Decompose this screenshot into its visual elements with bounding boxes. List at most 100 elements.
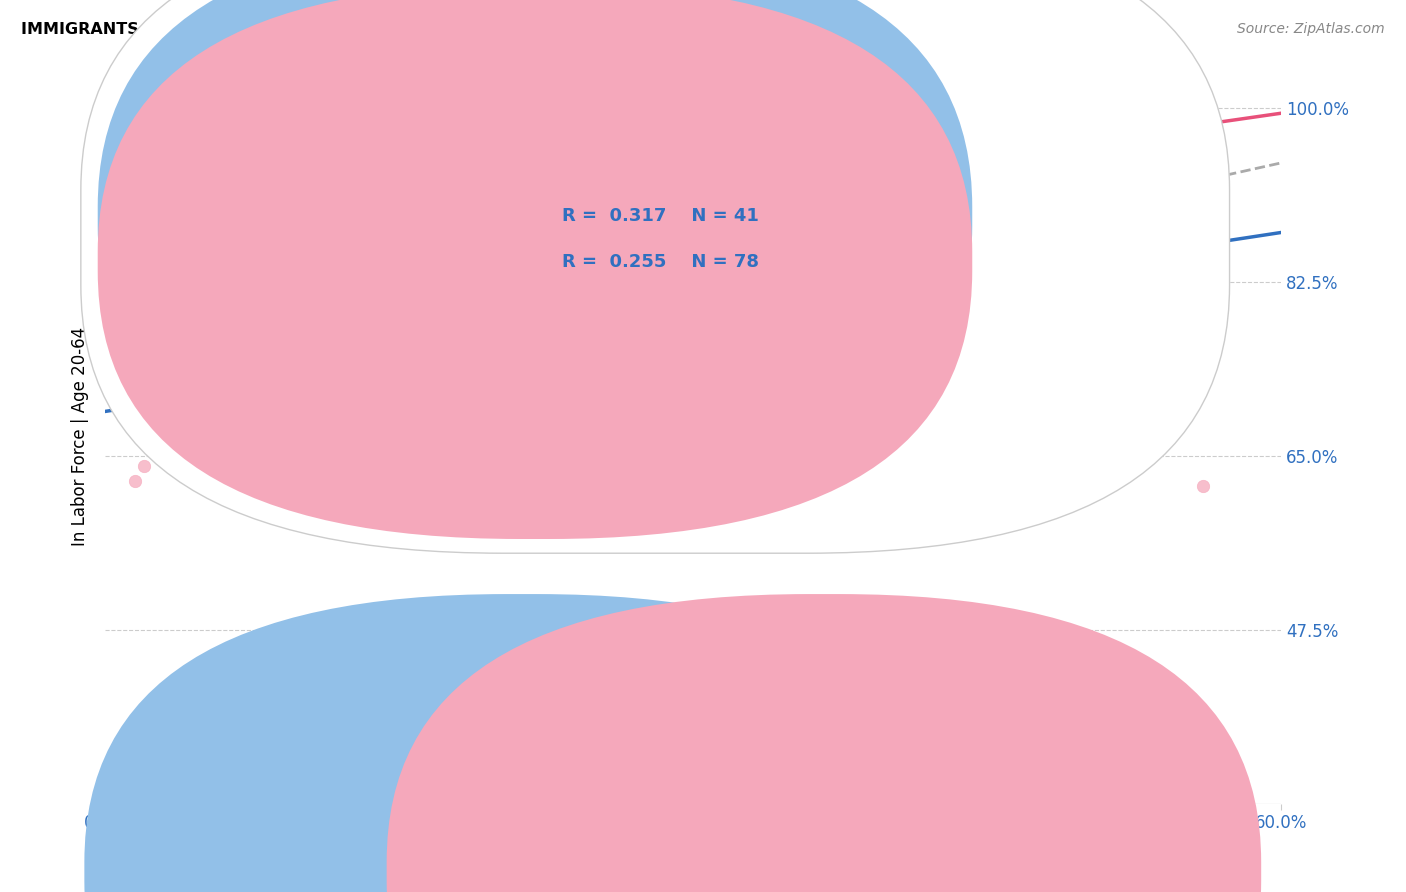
Point	[124, 245, 146, 260]
Point	[290, 285, 312, 300]
Point	[270, 280, 292, 294]
Point	[129, 245, 152, 260]
Point	[159, 300, 181, 314]
Point	[160, 280, 183, 294]
Point	[1191, 479, 1213, 493]
Point	[98, 245, 121, 260]
Point	[124, 474, 146, 488]
Point	[221, 285, 243, 300]
Point	[128, 260, 150, 275]
Point	[1114, 101, 1136, 115]
Point	[153, 439, 176, 453]
Point	[349, 285, 371, 300]
Point	[98, 260, 121, 275]
Point	[108, 325, 131, 339]
Point	[201, 300, 224, 314]
Point	[104, 240, 127, 254]
Point	[96, 290, 118, 304]
Point	[110, 230, 132, 244]
Point	[101, 251, 124, 265]
Point	[163, 449, 186, 463]
Point	[398, 618, 420, 632]
Point	[128, 300, 150, 314]
Point	[143, 270, 166, 285]
Point	[108, 226, 131, 240]
Point	[101, 216, 124, 230]
Point	[131, 255, 153, 269]
Point	[250, 290, 273, 304]
Point	[96, 230, 118, 244]
Point	[110, 340, 132, 354]
Point	[349, 220, 371, 235]
Point	[105, 240, 128, 254]
Point	[198, 280, 221, 294]
Point	[120, 255, 142, 269]
Point	[368, 429, 391, 443]
Point	[153, 270, 176, 285]
Point	[173, 469, 195, 483]
Text: atlas: atlas	[599, 434, 860, 526]
Point	[114, 300, 136, 314]
Point	[129, 300, 152, 314]
Point	[125, 305, 148, 319]
Point	[125, 255, 148, 269]
Point	[111, 310, 134, 324]
Point	[118, 245, 141, 260]
Point	[100, 216, 122, 230]
Point	[149, 265, 172, 279]
Point	[183, 285, 205, 300]
Point	[104, 255, 127, 269]
Point	[104, 310, 127, 324]
Point	[110, 260, 132, 275]
Point	[124, 310, 146, 324]
Point	[141, 265, 163, 279]
Point	[143, 429, 166, 443]
Point	[96, 240, 118, 254]
Point	[136, 265, 159, 279]
Point	[100, 300, 122, 314]
Point	[309, 295, 332, 310]
Point	[169, 285, 191, 300]
Point	[114, 235, 136, 250]
Point	[101, 235, 124, 250]
Point	[240, 295, 263, 310]
Point	[111, 245, 134, 260]
Point	[104, 285, 127, 300]
Point	[173, 275, 195, 289]
Y-axis label: In Labor Force | Age 20-64: In Labor Force | Age 20-64	[72, 326, 89, 546]
Point	[188, 285, 211, 300]
Point	[121, 260, 143, 275]
Point	[211, 280, 233, 294]
Point	[98, 211, 121, 225]
Point	[105, 300, 128, 314]
Point	[183, 275, 205, 289]
Point	[368, 211, 391, 225]
Point	[136, 290, 159, 304]
Point	[149, 275, 172, 289]
Point	[231, 290, 253, 304]
Point	[193, 270, 215, 285]
Point	[165, 275, 187, 289]
Point	[96, 275, 118, 289]
Point	[221, 255, 243, 269]
Point	[114, 255, 136, 269]
Text: Bulgarians: Bulgarians	[845, 865, 931, 880]
Point	[134, 458, 156, 473]
Point	[153, 285, 176, 300]
Point	[240, 260, 263, 275]
Point	[115, 255, 138, 269]
Point	[118, 290, 141, 304]
Point	[110, 245, 132, 260]
Point	[135, 260, 157, 275]
Point	[299, 251, 322, 265]
Point	[100, 325, 122, 339]
Point	[105, 255, 128, 269]
Point	[506, 255, 529, 269]
Text: Source: ZipAtlas.com: Source: ZipAtlas.com	[1237, 22, 1385, 37]
Point	[108, 255, 131, 269]
Point	[173, 280, 195, 294]
Text: R =  0.255    N = 78: R = 0.255 N = 78	[562, 252, 759, 270]
Point	[115, 310, 138, 324]
Text: ZIP: ZIP	[426, 434, 599, 526]
Point	[780, 623, 803, 637]
